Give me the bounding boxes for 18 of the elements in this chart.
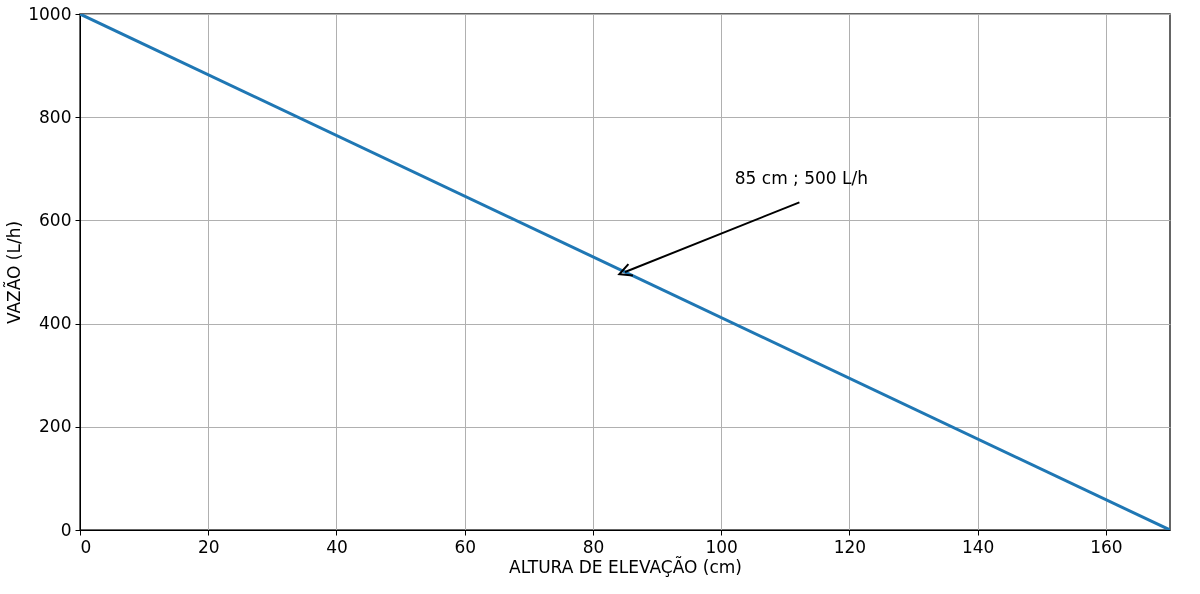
y-tick-label: 400 <box>39 313 72 334</box>
x-tick-label: 0 <box>80 536 92 557</box>
x-tick-label: 100 <box>705 536 738 557</box>
x-tick-label: 160 <box>1090 536 1123 557</box>
y-tick-label: 600 <box>39 209 72 230</box>
x-tick-label: 80 <box>582 536 605 557</box>
x-tick-label: 40 <box>326 536 348 557</box>
y-tick-label: 1000 <box>28 3 72 24</box>
x-tick-label: 140 <box>961 536 995 557</box>
x-tick-label: 20 <box>197 536 220 557</box>
y-tick-label: 200 <box>39 416 72 437</box>
y-tick-label: 0 <box>60 519 72 540</box>
x-axis-title: ALTURA DE ELEVAÇÃO (cm) <box>509 555 742 577</box>
x-tick-label: 60 <box>454 536 477 557</box>
annotation: 85 cm ; 500 L/h <box>734 168 869 189</box>
y-tick-label: 800 <box>39 106 72 127</box>
x-tick-label: 120 <box>833 536 867 557</box>
y-axis-title: VAZÃO (L/h) <box>3 220 25 325</box>
